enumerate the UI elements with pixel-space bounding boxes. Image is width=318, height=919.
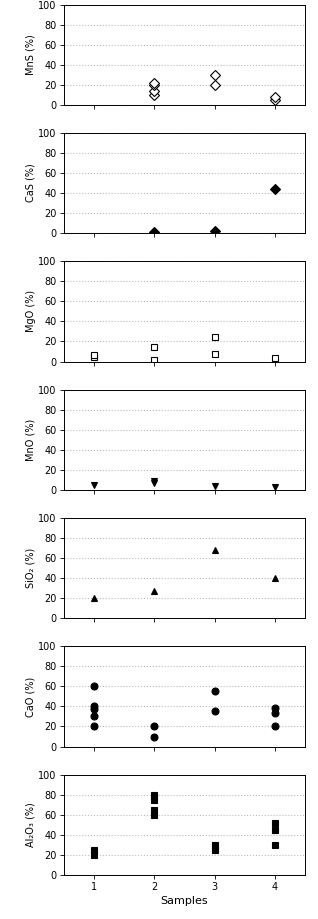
Y-axis label: MgO (%): MgO (%): [25, 290, 36, 333]
Y-axis label: MnS (%): MnS (%): [25, 34, 36, 75]
Y-axis label: SiO₂ (%): SiO₂ (%): [25, 548, 36, 588]
Y-axis label: CaS (%): CaS (%): [25, 164, 36, 202]
Y-axis label: Al₂O₃ (%): Al₂O₃ (%): [25, 802, 36, 847]
Y-axis label: MnO (%): MnO (%): [25, 419, 36, 460]
Y-axis label: CaO (%): CaO (%): [25, 676, 36, 717]
X-axis label: Samples: Samples: [161, 896, 208, 906]
